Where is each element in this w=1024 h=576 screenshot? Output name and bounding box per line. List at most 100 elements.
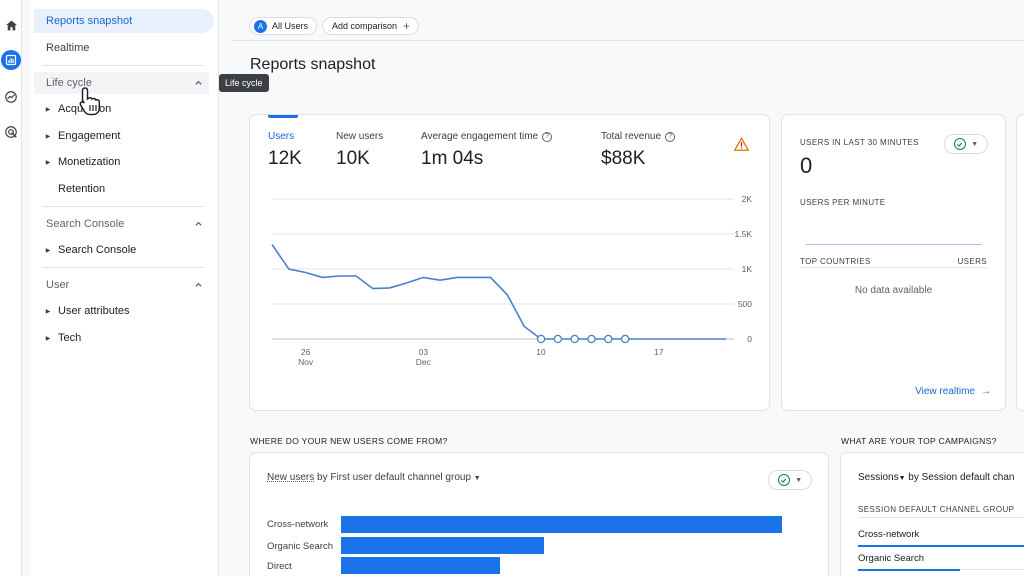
sidebar-item-label: Reports snapshot <box>46 15 133 27</box>
sidebar-item-tech[interactable]: ▶ Tech <box>34 327 209 349</box>
metric-total-revenue[interactable]: Total revenue? $88K <box>601 131 676 170</box>
data-point-marker[interactable] <box>587 334 596 344</box>
metric-label: New users <box>336 131 384 142</box>
add-comparison-button[interactable]: Add comparison + <box>322 17 420 35</box>
dimension-text[interactable]: by First user default channel group <box>317 472 472 483</box>
realtime-compare-select[interactable]: ▼ <box>944 134 988 154</box>
tooltip: Life cycle <box>219 74 269 92</box>
caret-down-icon: ▼ <box>971 140 979 148</box>
sidebar-item-reports-snapshot[interactable]: Reports snapshot <box>34 9 214 33</box>
warning-icon[interactable] <box>734 137 749 151</box>
data-point-marker[interactable] <box>604 334 613 344</box>
metric-value: 10K <box>336 148 370 169</box>
data-point-marker[interactable] <box>553 334 563 344</box>
page-title: Reports snapshot <box>250 56 376 73</box>
metric-label: Users <box>268 131 295 142</box>
check-circle-icon <box>953 138 966 150</box>
reports-icon[interactable] <box>1 50 21 70</box>
y-tick-label: 1K <box>742 264 753 274</box>
sidebar-item-realtime[interactable]: Realtime <box>34 36 214 60</box>
metric-value: 12K <box>268 148 302 169</box>
metric-label: Average engagement time <box>421 131 539 142</box>
divider <box>42 267 204 268</box>
metric-value: $88K <box>601 148 646 169</box>
sidebar-item-label: Tech <box>58 332 82 344</box>
new-users-compare-select[interactable]: ▼ <box>768 470 812 490</box>
sidebar-item-monetization[interactable]: ▶ Monetization <box>34 151 209 173</box>
add-comparison-label: Add comparison <box>332 21 398 31</box>
data-point-marker[interactable] <box>620 334 630 344</box>
audience-chip[interactable]: A All Users <box>249 17 318 35</box>
nav-rail <box>0 0 22 576</box>
expand-arrow-icon: ▶ <box>45 133 51 140</box>
explore-icon[interactable] <box>1 87 21 107</box>
check-circle-icon <box>777 474 790 486</box>
metric-avg-engagement[interactable]: Average engagement time? 1m 04s <box>421 131 553 170</box>
plus-icon: + <box>403 19 411 33</box>
sidebar-item-label: Search Console <box>58 244 137 256</box>
metric-dropdown[interactable]: Sessions <box>858 472 899 483</box>
caret-down-icon[interactable]: ▼ <box>473 475 481 482</box>
help-icon[interactable]: ? <box>665 131 676 142</box>
caret-down-icon[interactable]: ▼ <box>898 475 906 482</box>
overview-card: Users 12K New users 10K Average engageme… <box>249 114 770 411</box>
expand-arrow-icon: ▶ <box>45 159 51 166</box>
section-title: Search Console <box>46 218 125 230</box>
campaign-row-bar <box>858 569 961 571</box>
sidebar-item-user-attributes[interactable]: ▶ User attributes <box>34 300 209 322</box>
sidebar: Reports snapshot Realtime Life cycle ▶ A… <box>31 0 219 576</box>
sidebar-item-label: Retention <box>58 183 106 195</box>
metric-dropdown[interactable]: New users <box>267 472 315 483</box>
x-tick-sublabel: Dec <box>416 357 432 367</box>
x-tick-label: 10 <box>536 347 546 357</box>
chevron-up-icon <box>195 282 202 287</box>
audience-avatar: A <box>254 19 267 33</box>
expand-arrow-icon: ▶ <box>45 335 51 342</box>
hand-cursor-icon <box>79 87 101 116</box>
campaign-row-label: Cross-network <box>858 529 920 540</box>
x-tick-label: 17 <box>654 347 664 357</box>
bar-label-cross-network: Cross-network <box>267 519 329 530</box>
dimension-text[interactable]: by Session default chan <box>908 472 1015 483</box>
section-life-cycle[interactable]: Life cycle <box>34 72 209 94</box>
campaign-row-label: Organic Search <box>858 553 925 564</box>
sidebar-item-label: Realtime <box>46 42 90 54</box>
realtime-users-label: USERS IN LAST 30 MINUTES <box>800 138 919 147</box>
active-metric-indicator <box>268 115 298 118</box>
sidebar-item-search-console[interactable]: ▶ Search Console <box>34 239 209 261</box>
section-search-console[interactable]: Search Console <box>34 213 209 235</box>
col-top-countries: TOP COUNTRIES <box>800 257 871 266</box>
x-tick-sublabel: Nov <box>298 357 314 367</box>
realtime-users-value: 0 <box>800 153 813 178</box>
sidebar-item-engagement[interactable]: ▶ Engagement <box>34 125 209 147</box>
metric-users[interactable]: Users 12K <box>268 131 302 170</box>
bar-label-organic-search: Organic Search <box>267 541 334 552</box>
sidebar-item-label: Engagement <box>58 130 121 142</box>
metric-new-users[interactable]: New users 10K <box>336 131 383 170</box>
section-title: Life cycle <box>46 77 92 89</box>
col-channel-group: SESSION DEFAULT CHANNEL GROUP <box>858 505 1015 514</box>
bar-cross-network <box>341 516 782 533</box>
new-users-card-heading: New users by First user default channel … <box>267 472 481 483</box>
data-point-marker[interactable] <box>570 334 579 344</box>
home-icon[interactable] <box>1 15 21 35</box>
col-users: USERS <box>957 257 987 266</box>
section-user[interactable]: User <box>34 274 209 296</box>
per-minute-baseline <box>806 244 982 245</box>
sidebar-item-retention[interactable]: Retention <box>34 178 209 200</box>
audience-label: All Users <box>272 21 309 31</box>
sidebar-item-acquisition[interactable]: ▶ Acquisition <box>34 98 209 120</box>
data-point-marker[interactable] <box>536 334 546 344</box>
new-users-section-title: WHERE DO YOUR NEW USERS COME FROM? <box>250 436 448 446</box>
help-icon[interactable]: ? <box>542 131 553 142</box>
divider <box>42 65 204 66</box>
campaigns-card: Sessions▼ by Session default chan SESSIO… <box>840 452 1024 576</box>
caret-down-icon: ▼ <box>795 476 803 484</box>
campaigns-section-title: WHAT ARE YOUR TOP CAMPAIGNS? <box>841 436 997 446</box>
expand-arrow-icon: ▶ <box>45 247 51 254</box>
advertising-icon[interactable] <box>1 122 21 142</box>
sidebar-item-label: User attributes <box>58 305 130 317</box>
divider <box>42 206 204 207</box>
header-divider <box>232 40 1024 41</box>
view-realtime-link[interactable]: View realtime → <box>915 386 991 397</box>
